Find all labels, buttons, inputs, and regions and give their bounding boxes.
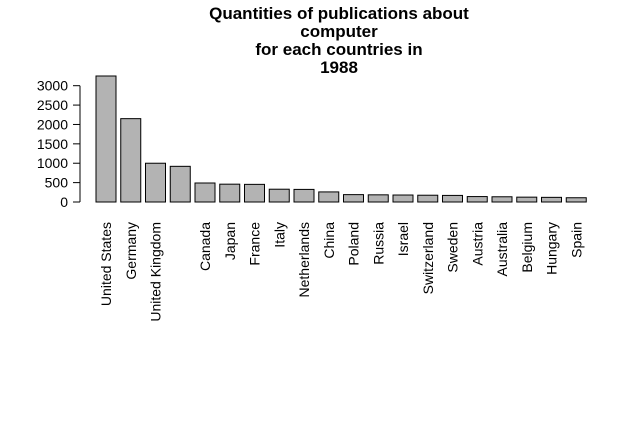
chart-title-line: for each countries in (255, 40, 422, 59)
y-tick-label: 1000 (37, 155, 68, 171)
bar (442, 194, 463, 203)
bar (194, 182, 216, 203)
category-label: Switzerland (420, 222, 436, 294)
bar (318, 191, 340, 203)
y-tick-label: 500 (45, 175, 69, 191)
bar (145, 162, 166, 203)
category-label: United Kingdom (148, 222, 164, 322)
y-tick-label: 3000 (37, 78, 68, 94)
bars-group (95, 75, 587, 203)
category-label: Austria (469, 222, 485, 266)
bar (343, 194, 364, 203)
bar (169, 165, 191, 203)
chart-title-line: Quantities of publications about (209, 4, 469, 23)
category-label: Australia (494, 222, 510, 277)
y-tick-label: 0 (60, 194, 68, 210)
category-label: Hungary (544, 222, 560, 275)
bar (268, 188, 290, 203)
bar (120, 118, 142, 203)
bar (293, 188, 315, 203)
category-label: Belgium (519, 222, 535, 273)
bar (244, 183, 265, 203)
bar (219, 183, 241, 203)
category-label: Canada (197, 222, 213, 271)
category-label: Sweden (445, 222, 461, 273)
category-label: Netherlands (296, 222, 312, 298)
category-label: Japan (222, 222, 238, 260)
bar (367, 194, 389, 203)
chart-title-line: computer (300, 22, 378, 41)
category-label: United States (98, 222, 114, 306)
y-tick-label: 2500 (37, 97, 68, 113)
bar (565, 197, 587, 203)
category-label: Poland (346, 222, 362, 266)
y-axis: 0 500 1000 1500 2000 2500 3000 (37, 78, 81, 210)
category-label: China (321, 222, 337, 259)
bar (466, 196, 488, 203)
bar (516, 196, 538, 203)
category-label: Israel (395, 222, 411, 256)
bar (541, 196, 562, 203)
category-label: France (247, 222, 263, 266)
category-label: Spain (568, 222, 584, 258)
bar (417, 194, 439, 203)
category-label: Germany (123, 222, 139, 280)
chart-title: Quantities of publications aboutcomputer… (209, 4, 469, 77)
category-label: Russia (370, 222, 386, 265)
category-label: Italy (271, 222, 287, 248)
y-tick-label: 2000 (37, 116, 68, 132)
bar (95, 75, 117, 203)
bar (392, 194, 414, 203)
chart-title-line: 1988 (320, 58, 358, 77)
category-labels: United States Germany United Kingdom Canada… (98, 222, 584, 322)
bar (491, 196, 513, 203)
y-tick-label: 1500 (37, 136, 68, 152)
